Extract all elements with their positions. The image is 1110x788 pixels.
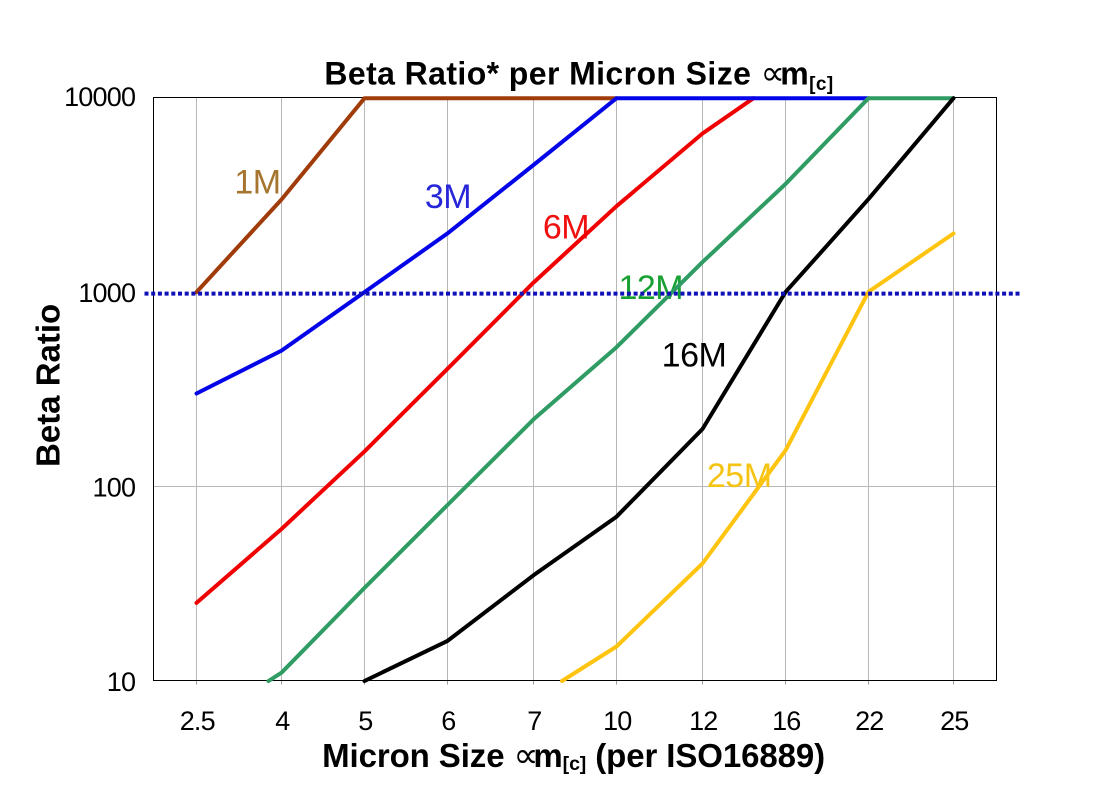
svg-text:16M: 16M bbox=[662, 337, 727, 375]
svg-text:4: 4 bbox=[275, 706, 290, 736]
svg-text:12: 12 bbox=[689, 706, 717, 736]
svg-text:1M: 1M bbox=[234, 164, 280, 202]
svg-text:10: 10 bbox=[107, 667, 135, 697]
svg-text:3M: 3M bbox=[425, 178, 471, 216]
svg-text:100: 100 bbox=[93, 472, 136, 502]
svg-text:Beta Ratio* per Micron Size ∝m: Beta Ratio* per Micron Size ∝m[c] bbox=[324, 54, 833, 95]
svg-text:6: 6 bbox=[441, 706, 455, 736]
svg-text:25: 25 bbox=[940, 706, 968, 736]
svg-text:22: 22 bbox=[855, 706, 883, 736]
svg-text:16: 16 bbox=[772, 706, 800, 736]
svg-text:2.5: 2.5 bbox=[180, 706, 215, 736]
svg-text:6M: 6M bbox=[543, 209, 589, 247]
svg-text:Beta Ratio: Beta Ratio bbox=[29, 304, 66, 467]
svg-text:7: 7 bbox=[527, 706, 541, 736]
svg-text:10: 10 bbox=[603, 706, 631, 736]
svg-text:10000: 10000 bbox=[64, 82, 135, 112]
svg-text:12M: 12M bbox=[618, 269, 683, 307]
svg-text:25M: 25M bbox=[707, 457, 772, 495]
svg-text:1000: 1000 bbox=[78, 278, 135, 308]
svg-text:5: 5 bbox=[358, 706, 372, 736]
